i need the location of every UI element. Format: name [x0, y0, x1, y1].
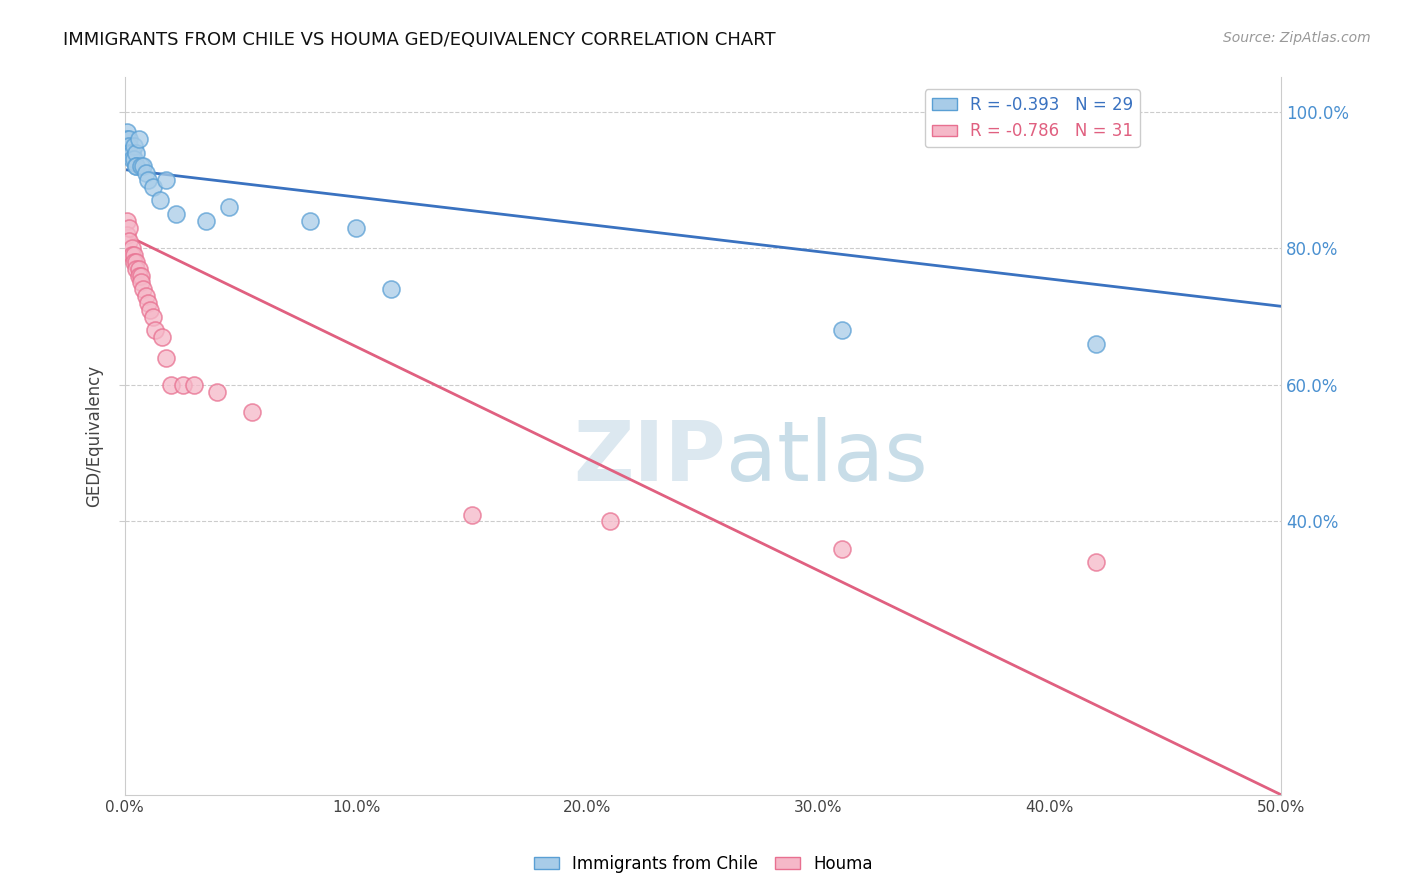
Point: [121, 153, 143, 167]
Point: [122, 255, 145, 269]
Point: [125, 255, 148, 269]
Point: [139, 302, 162, 317]
Point: [298, 214, 321, 228]
Point: [136, 296, 159, 310]
Text: Source: ZipAtlas.com: Source: ZipAtlas.com: [1223, 31, 1371, 45]
Point: [118, 235, 141, 249]
Point: [194, 214, 217, 228]
Point: [136, 173, 159, 187]
Point: [165, 207, 187, 221]
Point: [183, 377, 205, 392]
Point: [121, 241, 143, 255]
Point: [135, 289, 157, 303]
Point: [172, 377, 194, 392]
Point: [128, 261, 150, 276]
Point: [128, 132, 150, 146]
Point: [218, 200, 240, 214]
Point: [129, 276, 152, 290]
Legend: R = -0.393   N = 29, R = -0.786   N = 31: R = -0.393 N = 29, R = -0.786 N = 31: [925, 89, 1140, 147]
Point: [129, 159, 152, 173]
Point: [121, 248, 143, 262]
Point: [344, 220, 367, 235]
Point: [129, 268, 152, 283]
Legend: Immigrants from Chile, Houma: Immigrants from Chile, Houma: [527, 848, 879, 880]
Point: [118, 220, 141, 235]
Point: [831, 323, 853, 337]
Point: [122, 138, 145, 153]
Point: [125, 261, 148, 276]
Point: [118, 138, 141, 153]
Point: [135, 166, 157, 180]
Point: [142, 179, 165, 194]
Point: [118, 145, 141, 160]
Point: [115, 214, 138, 228]
Point: [155, 173, 177, 187]
Point: [121, 145, 143, 160]
Point: [143, 323, 166, 337]
Point: [599, 515, 621, 529]
Text: IMMIGRANTS FROM CHILE VS HOUMA GED/EQUIVALENCY CORRELATION CHART: IMMIGRANTS FROM CHILE VS HOUMA GED/EQUIV…: [63, 31, 776, 49]
Point: [132, 282, 155, 296]
Point: [148, 194, 170, 208]
Point: [240, 405, 263, 419]
Point: [380, 282, 402, 296]
Point: [132, 159, 155, 173]
Point: [122, 153, 145, 167]
Point: [125, 159, 148, 173]
Point: [118, 132, 141, 146]
Point: [115, 138, 138, 153]
Point: [207, 384, 229, 399]
Point: [142, 310, 165, 324]
Point: [155, 351, 177, 365]
Point: [831, 541, 853, 556]
Point: [122, 248, 145, 262]
Point: [115, 227, 138, 242]
Point: [1085, 336, 1108, 351]
Point: [115, 125, 138, 139]
Text: atlas: atlas: [725, 417, 928, 498]
Point: [115, 132, 138, 146]
Point: [150, 330, 173, 344]
Text: ZIP: ZIP: [574, 417, 725, 498]
Point: [1085, 556, 1108, 570]
Point: [125, 159, 148, 173]
Point: [125, 145, 148, 160]
Y-axis label: GED/Equivalency: GED/Equivalency: [86, 365, 103, 508]
Point: [128, 268, 150, 283]
Point: [160, 377, 183, 392]
Point: [460, 508, 482, 522]
